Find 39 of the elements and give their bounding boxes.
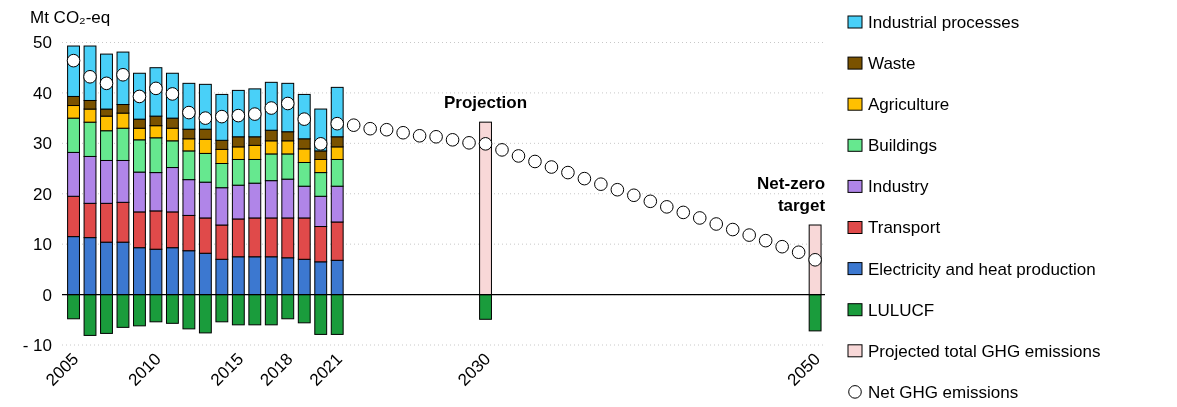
point bbox=[198, 111, 213, 125]
point bbox=[264, 101, 279, 115]
point bbox=[231, 108, 246, 123]
point bbox=[165, 87, 180, 101]
point bbox=[280, 96, 295, 111]
legend-label: Industrial processes bbox=[868, 12, 1020, 32]
point bbox=[149, 81, 163, 96]
y-tick-label: 20 bbox=[33, 184, 52, 204]
legend-label: Waste bbox=[868, 54, 916, 74]
legend-label: Net GHG emissions bbox=[868, 382, 1019, 402]
point bbox=[313, 137, 328, 151]
annotation: Net-zero target bbox=[757, 174, 826, 216]
point bbox=[99, 76, 114, 91]
point bbox=[215, 109, 229, 124]
legend-label: Industry bbox=[868, 177, 929, 197]
legend-label: Projected total GHG emissions bbox=[868, 341, 1101, 361]
y-tick-label: 50 bbox=[33, 33, 52, 53]
point bbox=[330, 116, 345, 131]
point bbox=[808, 253, 822, 267]
point bbox=[132, 89, 147, 104]
y-tick-label: 30 bbox=[33, 134, 52, 154]
legend-label: Agriculture bbox=[868, 95, 950, 115]
legend-label: Buildings bbox=[868, 136, 937, 156]
annotation: Projection bbox=[443, 93, 528, 113]
y-tick-label: - 10 bbox=[22, 335, 52, 355]
point bbox=[297, 112, 312, 126]
point bbox=[66, 53, 81, 68]
legend-label: Transport bbox=[868, 218, 941, 238]
point bbox=[182, 105, 196, 120]
y-tick-label: 40 bbox=[33, 83, 52, 103]
point bbox=[478, 137, 493, 151]
legend-label: LULUCF bbox=[868, 300, 935, 320]
point bbox=[83, 70, 97, 84]
legend-label: Electricity and heat production bbox=[868, 259, 1096, 279]
y-axis-title: Mt CO₂-eq bbox=[30, 8, 111, 27]
point bbox=[248, 107, 262, 121]
y-tick-label: 10 bbox=[33, 235, 52, 255]
point bbox=[116, 67, 130, 82]
y-tick-label: 0 bbox=[42, 285, 52, 305]
